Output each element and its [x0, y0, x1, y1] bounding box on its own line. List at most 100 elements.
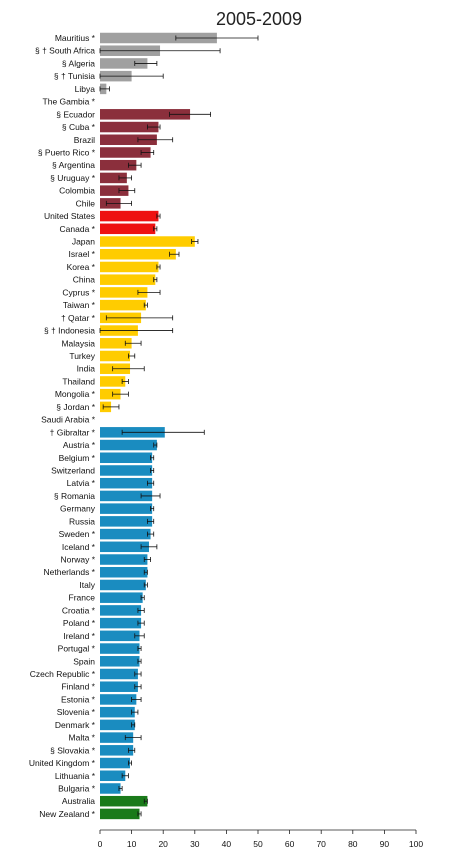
- bar: [100, 554, 148, 565]
- bar: [100, 147, 151, 158]
- category-label: Turkey: [69, 351, 95, 361]
- x-tick-label: 30: [190, 839, 200, 849]
- category-label: Japan: [72, 237, 95, 247]
- bar: [100, 121, 159, 133]
- bar: [100, 350, 131, 362]
- category-label: Ireland *: [63, 631, 95, 641]
- error-bar: [146, 518, 155, 524]
- bar: [100, 808, 140, 820]
- error-bar: [146, 480, 155, 486]
- bar: [100, 503, 153, 514]
- bar: [100, 681, 138, 692]
- category-label: Croatia *: [62, 605, 96, 615]
- category-label: § Slovakia *: [50, 745, 96, 755]
- error-bar: [118, 188, 136, 194]
- error-bar: [128, 760, 133, 766]
- category-label: § † Tunisia: [54, 71, 95, 81]
- error-bar: [150, 455, 155, 461]
- error-bar: [134, 671, 142, 677]
- category-label: Israel *: [69, 249, 96, 259]
- bar: [100, 617, 142, 629]
- category-label: § Algeria: [62, 58, 95, 68]
- category-label: § Puerto Rico *: [38, 147, 96, 157]
- category-label: The Gambia *: [43, 97, 96, 107]
- bar: [100, 770, 126, 782]
- error-bar: [137, 289, 161, 295]
- bar: [100, 223, 156, 235]
- bar: [100, 795, 148, 807]
- bar: [100, 757, 131, 769]
- bar: [100, 248, 176, 260]
- category-label: Italy: [79, 580, 95, 590]
- category-label: Chile: [76, 198, 96, 208]
- error-bar: [140, 544, 158, 550]
- bar: [100, 261, 159, 273]
- error-bar: [134, 633, 145, 639]
- error-bar: [143, 582, 148, 588]
- category-label: Latvia *: [67, 478, 96, 488]
- x-tick-label: 100: [409, 839, 423, 849]
- category-label: § Romania: [54, 491, 95, 501]
- category-label: Mauritius *: [55, 33, 96, 43]
- bar: [100, 579, 146, 591]
- error-bar: [150, 467, 155, 473]
- error-bar: [112, 391, 129, 397]
- error-bar: [128, 747, 136, 753]
- category-label: Czech Republic *: [30, 669, 96, 679]
- category-label: Saudi Arabia *: [41, 415, 96, 425]
- bar: [100, 490, 153, 502]
- bar: [100, 605, 142, 616]
- error-bar: [131, 709, 139, 715]
- bar: [100, 439, 157, 451]
- error-bar: [137, 620, 145, 626]
- bar: [100, 236, 195, 247]
- bar: [100, 287, 148, 298]
- category-label: Norway *: [61, 555, 96, 565]
- bar: [100, 656, 140, 667]
- category-label: § Ecuador: [56, 109, 95, 119]
- category-label: † Gibraltar *: [50, 427, 96, 437]
- error-bar: [175, 35, 259, 41]
- bar: [100, 694, 137, 705]
- category-label: Thailand: [62, 376, 95, 386]
- error-bar: [137, 658, 142, 664]
- bar: [100, 706, 135, 718]
- error-bar: [131, 696, 142, 702]
- error-bar: [143, 798, 148, 804]
- category-label: § † South Africa: [35, 46, 95, 56]
- error-bar: [112, 366, 145, 372]
- bars-layer: [100, 32, 217, 820]
- category-label: Canada *: [60, 224, 96, 234]
- error-bar: [156, 264, 161, 270]
- error-bar: [153, 277, 158, 283]
- error-bar: [118, 785, 123, 791]
- x-tick-label: 0: [98, 839, 103, 849]
- error-bar: [169, 111, 212, 117]
- error-bar: [124, 340, 142, 346]
- x-tick-label: 80: [348, 839, 358, 849]
- error-bar: [131, 722, 136, 728]
- x-axis-ticks: 0 10 20 30 40 50 60 70 80 90 100: [98, 830, 423, 849]
- bar: [100, 668, 138, 680]
- category-label: § Cuba *: [62, 122, 96, 132]
- bar: [100, 528, 151, 540]
- category-label: Malaysia: [61, 338, 95, 348]
- category-label: Colombia: [59, 186, 95, 196]
- category-label: Austria *: [63, 440, 96, 450]
- category-label: India: [77, 364, 96, 374]
- error-bar: [137, 646, 142, 652]
- x-tick-label: 40: [222, 839, 232, 849]
- category-label: Switzerland: [51, 465, 95, 475]
- bar: [100, 783, 121, 794]
- error-bar: [134, 684, 142, 690]
- category-label: § † Indonesia: [44, 326, 95, 336]
- error-bar: [134, 60, 158, 66]
- category-label: Netherlands *: [43, 567, 95, 577]
- bar: [100, 299, 146, 311]
- category-label: Australia: [62, 796, 95, 806]
- bar: [100, 465, 153, 476]
- category-label: Taiwan *: [63, 300, 96, 310]
- category-label: § Jordan *: [56, 402, 95, 412]
- category-label: § Argentina: [52, 160, 95, 170]
- error-bar: [137, 137, 174, 143]
